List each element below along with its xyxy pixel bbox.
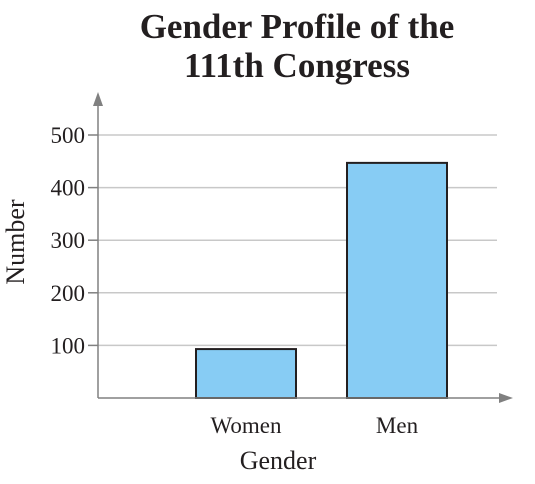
x-tick-label: Women xyxy=(211,413,282,438)
y-tick-label: 500 xyxy=(51,123,86,148)
x-axis-arrow xyxy=(499,393,513,403)
x-axis-label: Gender xyxy=(240,446,317,475)
x-tick-label: Men xyxy=(376,413,419,438)
y-tick-label: 300 xyxy=(51,228,86,253)
y-tick-label: 400 xyxy=(51,176,86,201)
y-tick-label: 100 xyxy=(51,333,86,358)
x-axis-tick-labels: Women Men xyxy=(211,413,419,438)
bar-men xyxy=(346,161,448,399)
chart-title-line-2: 111th Congress xyxy=(184,46,410,85)
y-axis-ticks: 100 200 300 400 500 xyxy=(51,123,98,358)
y-axis-label: Number xyxy=(1,199,30,285)
bars xyxy=(195,161,448,399)
axes xyxy=(93,92,513,403)
y-axis-arrow xyxy=(93,92,103,106)
y-tick-label: 200 xyxy=(51,281,86,306)
chart-title-line-1: Gender Profile of the xyxy=(140,7,455,46)
bar-women xyxy=(195,348,297,399)
